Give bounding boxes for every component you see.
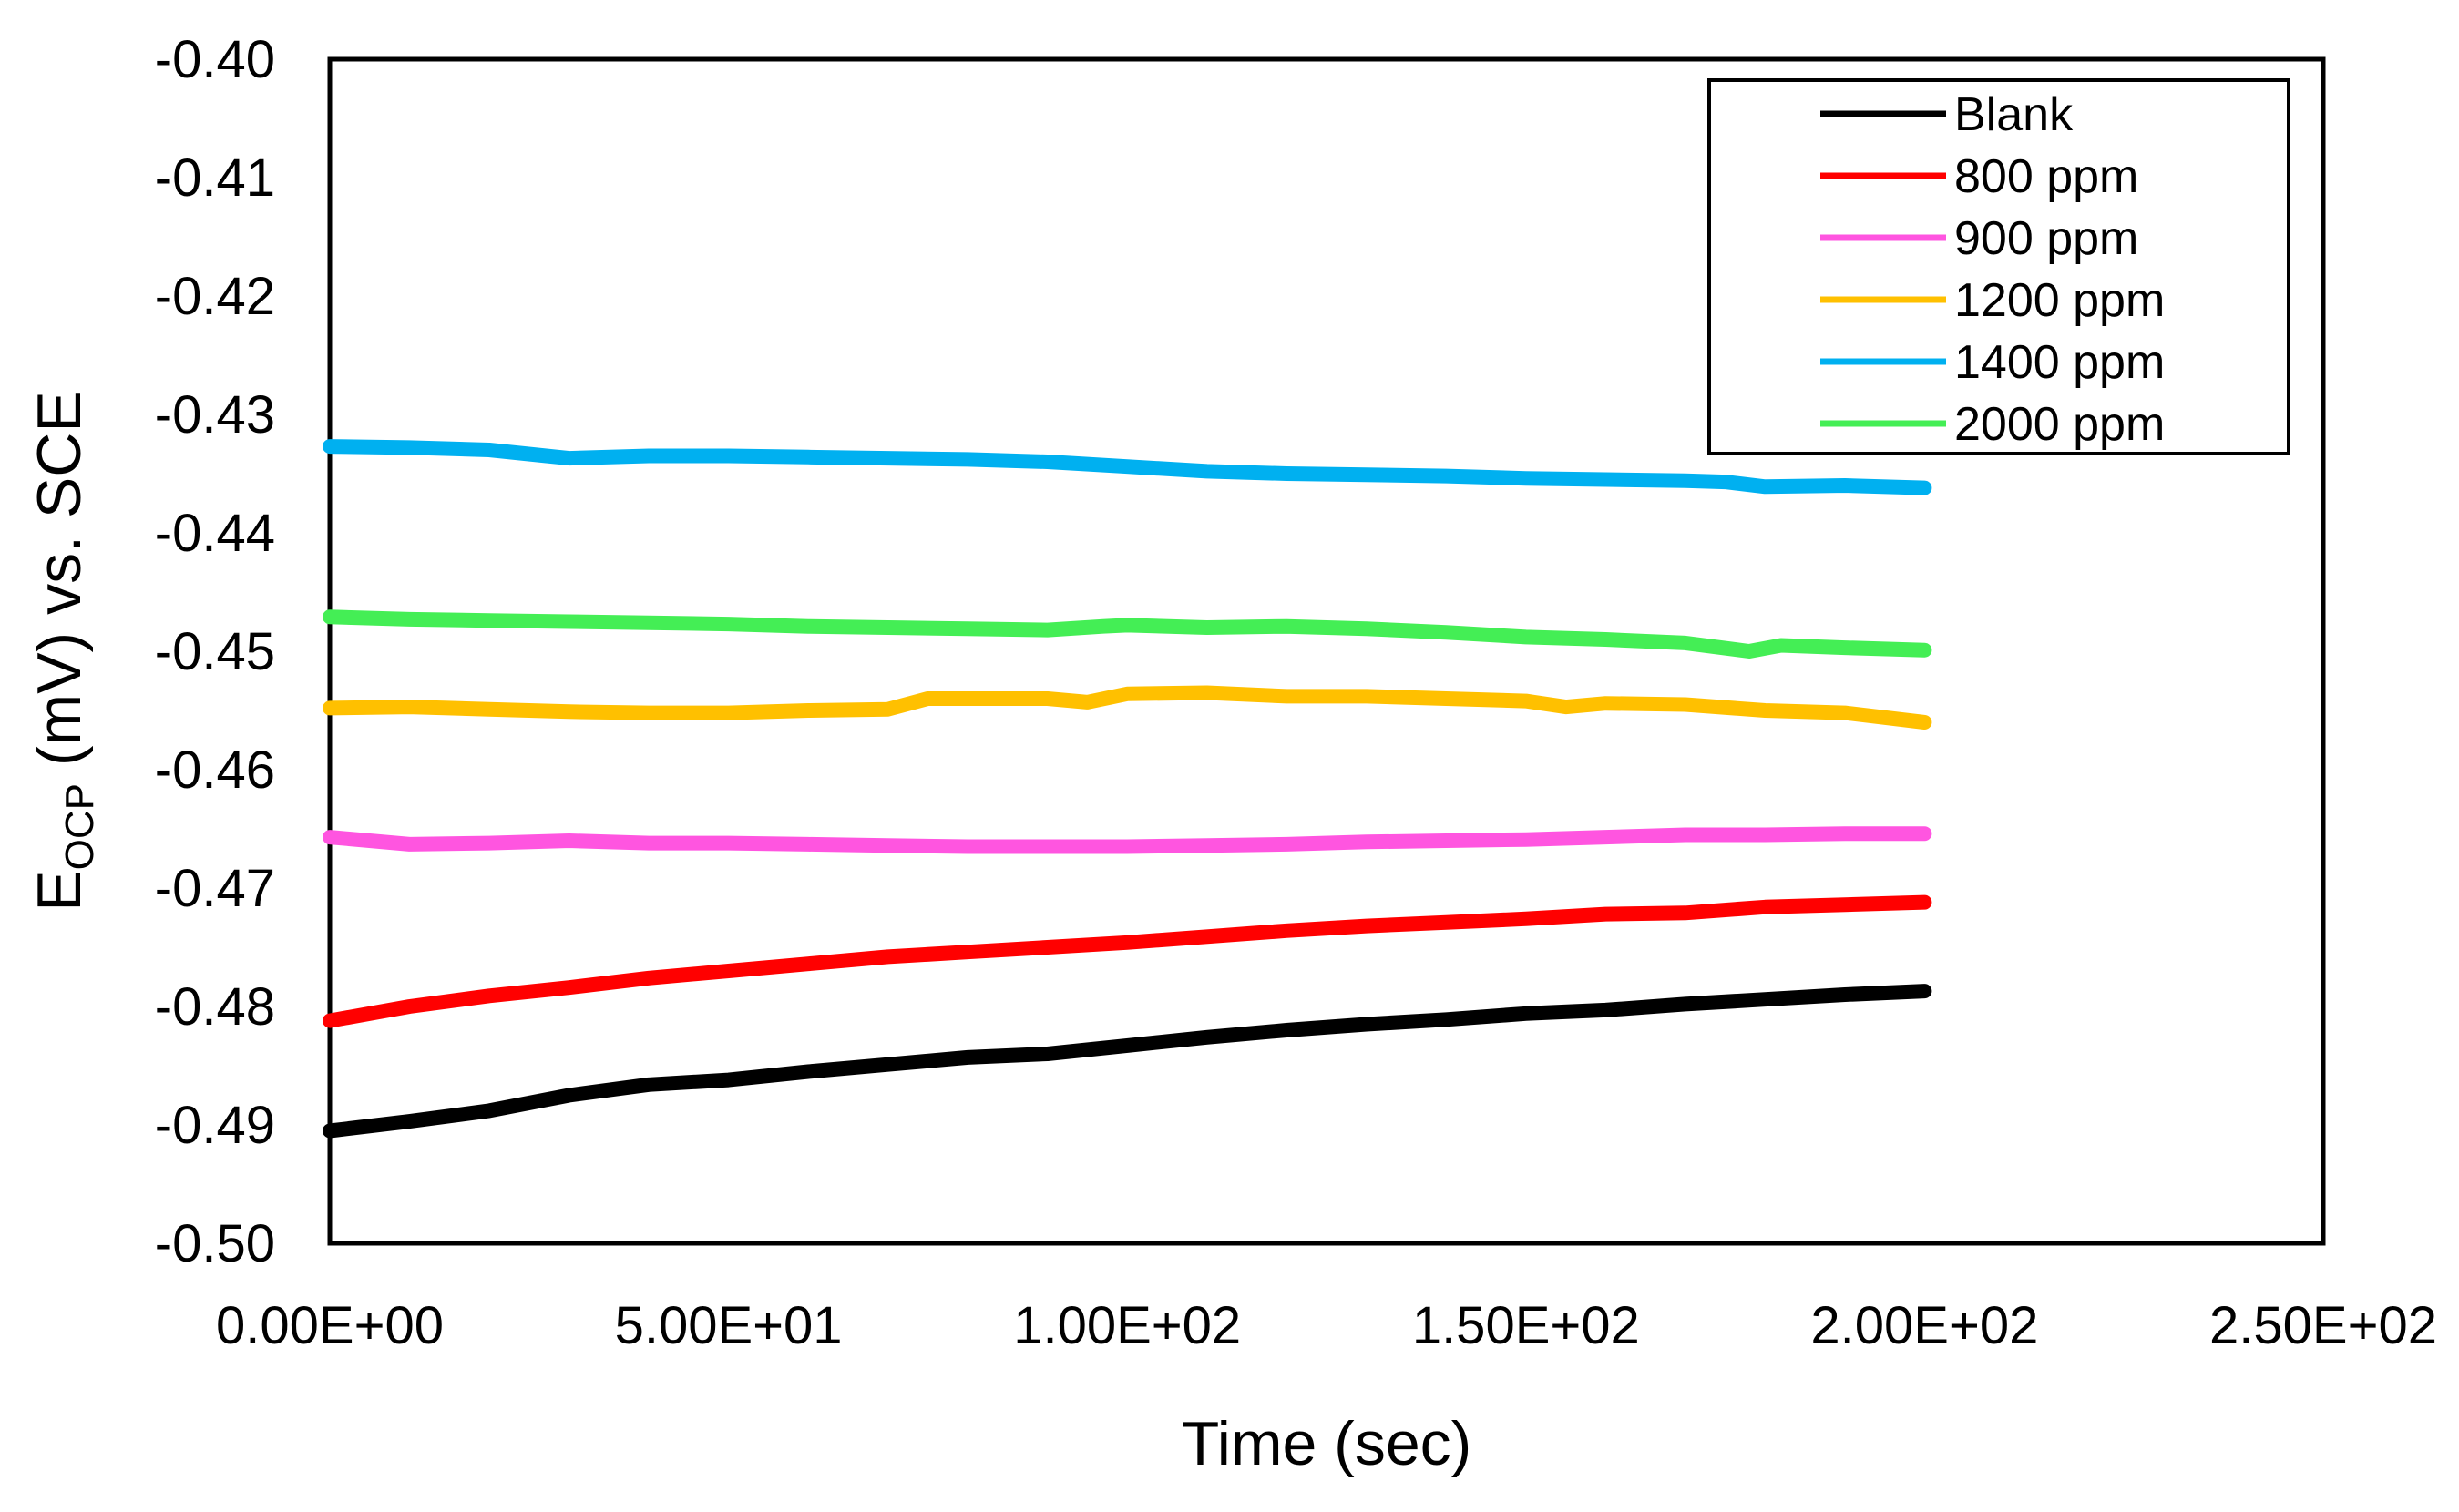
x-tick-label: 1.00E+02 xyxy=(1013,1296,1241,1355)
y-axis-title-subscript: OCP xyxy=(57,783,102,870)
legend-label: 900 ppm xyxy=(1954,212,2138,265)
y-tick-label: -0.40 xyxy=(155,30,275,89)
y-axis-ticks: -0.40 -0.41 -0.42 -0.43 -0.44 -0.45 -0.46 -0.47… xyxy=(155,30,275,1273)
y-tick-label: -0.47 xyxy=(155,859,275,918)
y-axis-title-main: E xyxy=(25,870,94,911)
legend-label: 1400 ppm xyxy=(1954,336,2165,389)
plot-area xyxy=(327,56,2326,1246)
x-tick-label: 2.00E+02 xyxy=(1810,1296,2038,1355)
series-layer xyxy=(323,439,1932,1139)
series-line-800-ppm xyxy=(323,894,1932,1028)
y-tick-label: -0.45 xyxy=(155,622,275,681)
legend-box xyxy=(1707,78,2290,455)
legend-label: 2000 ppm xyxy=(1954,398,2165,451)
series-line-1200-ppm xyxy=(323,685,1932,730)
y-tick-label: -0.50 xyxy=(155,1214,275,1273)
y-tick-label: -0.48 xyxy=(155,977,275,1037)
legend: Blank 800 ppm 900 ppm 1200 ppm 1400 ppm 2000 … xyxy=(1707,78,2290,455)
x-axis-ticks: 0.00E+00 5.00E+01 1.00E+02 1.50E+02 2.00E+02… xyxy=(216,1296,2437,1355)
series-line-2000-ppm xyxy=(323,609,1932,659)
y-tick-label: -0.42 xyxy=(155,267,275,326)
x-axis-title: Time (sec) xyxy=(1182,1409,1472,1478)
series-line-1400-ppm xyxy=(323,439,1932,495)
legend-label: 1200 ppm xyxy=(1954,274,2165,327)
x-tick-label: 1.50E+02 xyxy=(1412,1296,1640,1355)
y-tick-label: -0.43 xyxy=(155,385,275,444)
legend-label: 800 ppm xyxy=(1954,150,2138,203)
y-axis-title: EOCP (mV) vs. SCE xyxy=(25,391,102,911)
y-tick-label: -0.46 xyxy=(155,741,275,800)
y-tick-label: -0.49 xyxy=(155,1096,275,1155)
series-line-blank xyxy=(323,984,1932,1139)
y-tick-label: -0.41 xyxy=(155,148,275,208)
y-axis-title-rest: (mV) vs. SCE xyxy=(25,391,94,783)
x-tick-label: 0.00E+00 xyxy=(216,1296,444,1355)
series-line-900-ppm xyxy=(323,826,1932,854)
y-tick-label: -0.44 xyxy=(155,504,275,563)
legend-items: Blank 800 ppm 900 ppm 1200 ppm 1400 ppm 2000 … xyxy=(1820,88,2165,451)
x-tick-label: 5.00E+01 xyxy=(615,1296,843,1355)
legend-label: Blank xyxy=(1954,88,2074,141)
x-tick-label: 2.50E+02 xyxy=(2209,1296,2437,1355)
